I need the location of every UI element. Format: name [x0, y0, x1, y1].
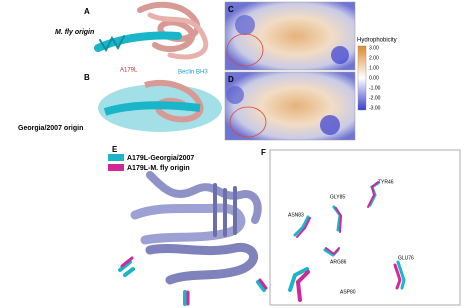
colorbar-ticks: 3.00 2.00 1.00 0.00 -1.00 -2.00 -3.00: [369, 45, 381, 111]
helix-label: Beclin BH3: [178, 70, 208, 76]
panel-label: B: [84, 73, 90, 82]
residue-label: ASN83: [288, 212, 304, 218]
colorbar-tick-label: 1.00: [369, 65, 379, 71]
legend-label: A179L-M. fly origin: [127, 165, 190, 172]
residue-label: GLY85: [330, 194, 345, 200]
residue-label: GLU76: [398, 255, 414, 261]
protein-e: [118, 171, 268, 306]
protein-a: [94, 1, 209, 60]
panel-label: E: [112, 145, 118, 154]
colorbar-tick-label: 3.00: [369, 45, 379, 51]
colorbar-tick-label: -1.00: [369, 85, 381, 91]
colorbar-tick-label: -2.00: [369, 95, 381, 101]
panel-title: Georgia/2007 origin: [18, 125, 83, 132]
panel-title: M. fly origin: [55, 29, 94, 36]
residue-label: ARG86: [330, 259, 347, 265]
highlight: [229, 106, 267, 138]
colorbar: [357, 45, 367, 111]
colorbar-tick-label: 0.00: [369, 75, 379, 81]
patch: [320, 115, 340, 135]
panel-label: D: [228, 75, 234, 84]
residues: [288, 181, 406, 302]
colorbar-tick-label: -3.00: [369, 105, 381, 111]
legend-swatch: [108, 164, 124, 171]
legend-label: A179L-Georgia/2007: [127, 155, 194, 162]
legend-swatch: [108, 154, 124, 161]
protein-b: [98, 79, 222, 132]
panel-label: F: [261, 148, 266, 157]
patch: [226, 86, 244, 104]
panel-label: C: [228, 5, 234, 14]
colorbar-title: Hydrophobicity: [357, 38, 397, 44]
panel-label: A: [84, 7, 90, 16]
residue-label: ASP80: [340, 289, 356, 295]
mutant-label: A179L: [120, 68, 138, 74]
colorbar-tick-label: 2.00: [369, 55, 379, 61]
patch: [331, 46, 349, 64]
highlight: [226, 33, 264, 67]
patch: [235, 15, 255, 35]
residue-label: TYR46: [378, 179, 394, 185]
